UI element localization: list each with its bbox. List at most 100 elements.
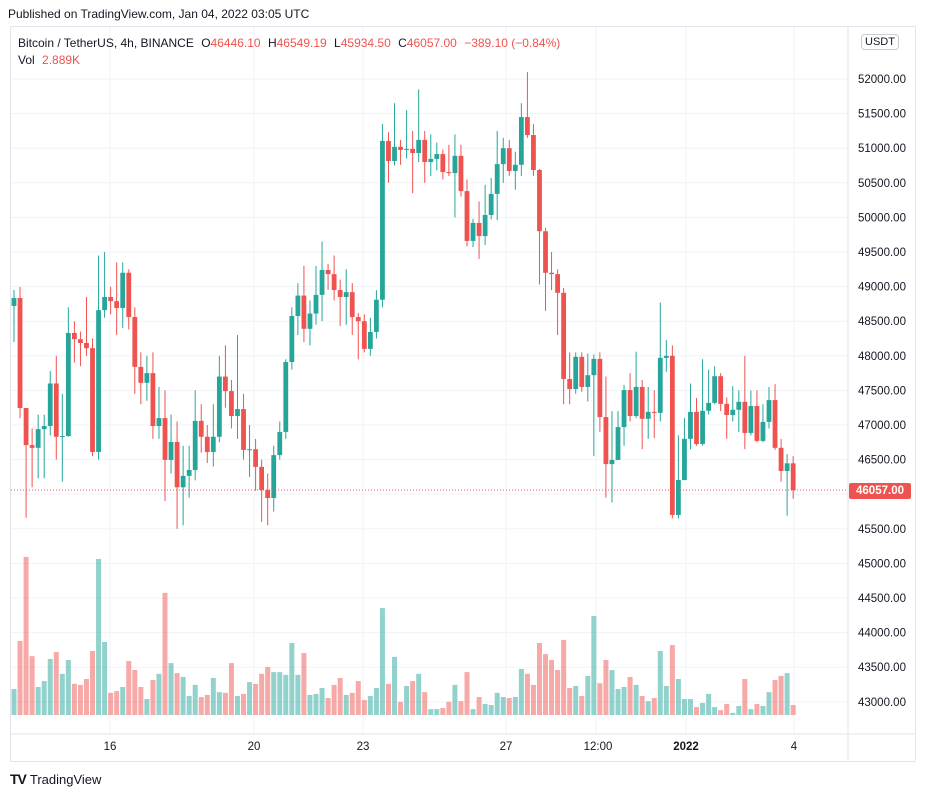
candle[interactable] <box>730 386 736 422</box>
candle[interactable] <box>17 286 23 419</box>
candle[interactable] <box>102 252 107 318</box>
candle[interactable] <box>241 393 246 460</box>
candle[interactable] <box>778 438 784 482</box>
candle[interactable] <box>555 269 560 336</box>
candle[interactable] <box>41 414 47 479</box>
candle[interactable] <box>452 134 458 218</box>
candle[interactable] <box>11 290 17 342</box>
candle[interactable] <box>144 355 150 401</box>
candle[interactable] <box>754 390 760 443</box>
candle[interactable] <box>518 103 524 176</box>
candle[interactable] <box>35 414 41 479</box>
candle[interactable] <box>645 386 651 439</box>
candle[interactable] <box>96 255 101 460</box>
candle[interactable] <box>192 390 198 481</box>
candle[interactable] <box>386 132 391 183</box>
candle[interactable] <box>156 386 162 439</box>
candle[interactable] <box>790 456 796 499</box>
candle[interactable] <box>537 168 542 285</box>
candle[interactable] <box>676 435 681 519</box>
candle[interactable] <box>482 184 488 246</box>
candle[interactable] <box>253 438 258 491</box>
candle[interactable] <box>180 445 186 526</box>
candle[interactable] <box>512 151 518 190</box>
candle[interactable] <box>531 123 536 176</box>
candle[interactable] <box>271 445 277 512</box>
candle[interactable] <box>223 345 228 408</box>
candle[interactable] <box>561 287 567 405</box>
candle[interactable] <box>108 286 114 315</box>
candle[interactable] <box>669 345 675 519</box>
candle[interactable] <box>446 144 452 176</box>
candle[interactable] <box>84 296 89 356</box>
candle[interactable] <box>688 383 693 450</box>
candle[interactable] <box>434 142 440 171</box>
candle[interactable] <box>724 397 730 439</box>
candle[interactable] <box>573 352 579 394</box>
candle[interactable] <box>229 380 234 429</box>
candle[interactable] <box>319 241 325 322</box>
candle[interactable] <box>609 411 615 503</box>
candle[interactable] <box>440 149 446 180</box>
candle[interactable] <box>657 302 663 422</box>
candle[interactable] <box>90 338 95 457</box>
candle[interactable] <box>488 177 494 220</box>
candle[interactable] <box>162 390 168 502</box>
candle[interactable] <box>59 393 65 482</box>
candle[interactable] <box>120 262 126 329</box>
candle[interactable] <box>506 139 512 176</box>
candle[interactable] <box>216 355 222 443</box>
candle[interactable] <box>361 314 367 353</box>
candle[interactable] <box>289 307 295 370</box>
candle[interactable] <box>712 366 718 405</box>
candle[interactable] <box>404 110 409 159</box>
candle[interactable] <box>198 404 204 453</box>
candle[interactable] <box>742 355 748 450</box>
candle[interactable] <box>331 255 337 301</box>
candle[interactable] <box>748 390 754 436</box>
candle[interactable] <box>392 103 397 166</box>
candle[interactable] <box>325 263 331 291</box>
candle[interactable] <box>265 473 271 526</box>
candle[interactable] <box>579 352 585 392</box>
candle[interactable] <box>621 384 627 446</box>
candle[interactable] <box>543 227 548 311</box>
candle[interactable] <box>706 369 711 415</box>
candle[interactable] <box>313 265 319 325</box>
candle[interactable] <box>259 459 265 522</box>
candle[interactable] <box>65 307 71 437</box>
candle[interactable] <box>682 418 687 481</box>
candle[interactable] <box>464 179 470 247</box>
symbol-title[interactable]: Bitcoin / TetherUS, 4h, BINANCE <box>18 36 194 50</box>
candle[interactable] <box>410 130 416 194</box>
candle[interactable] <box>150 352 156 439</box>
candle[interactable] <box>307 300 313 346</box>
candle[interactable] <box>23 407 29 518</box>
candle[interactable] <box>398 139 403 165</box>
volume-label[interactable]: Vol <box>18 53 35 67</box>
candle[interactable] <box>132 307 138 394</box>
candle[interactable] <box>210 404 216 467</box>
candle[interactable] <box>651 390 657 439</box>
candle[interactable] <box>700 359 705 446</box>
candle[interactable] <box>627 373 633 422</box>
candle[interactable] <box>355 312 361 360</box>
candle[interactable] <box>494 130 500 221</box>
candle[interactable] <box>663 339 669 372</box>
candle[interactable] <box>168 414 174 474</box>
candle[interactable] <box>247 425 252 477</box>
candle[interactable] <box>367 317 373 356</box>
candle[interactable] <box>597 352 603 432</box>
candle[interactable] <box>458 144 464 197</box>
candle[interactable] <box>72 321 77 363</box>
candle[interactable] <box>337 279 343 327</box>
candle[interactable] <box>78 331 83 367</box>
candle[interactable] <box>615 411 621 460</box>
candle[interactable] <box>343 269 349 325</box>
candle[interactable] <box>585 353 591 402</box>
candle[interactable] <box>718 373 724 412</box>
candle[interactable] <box>428 134 434 176</box>
candle[interactable] <box>633 351 639 419</box>
candle[interactable] <box>186 445 192 498</box>
